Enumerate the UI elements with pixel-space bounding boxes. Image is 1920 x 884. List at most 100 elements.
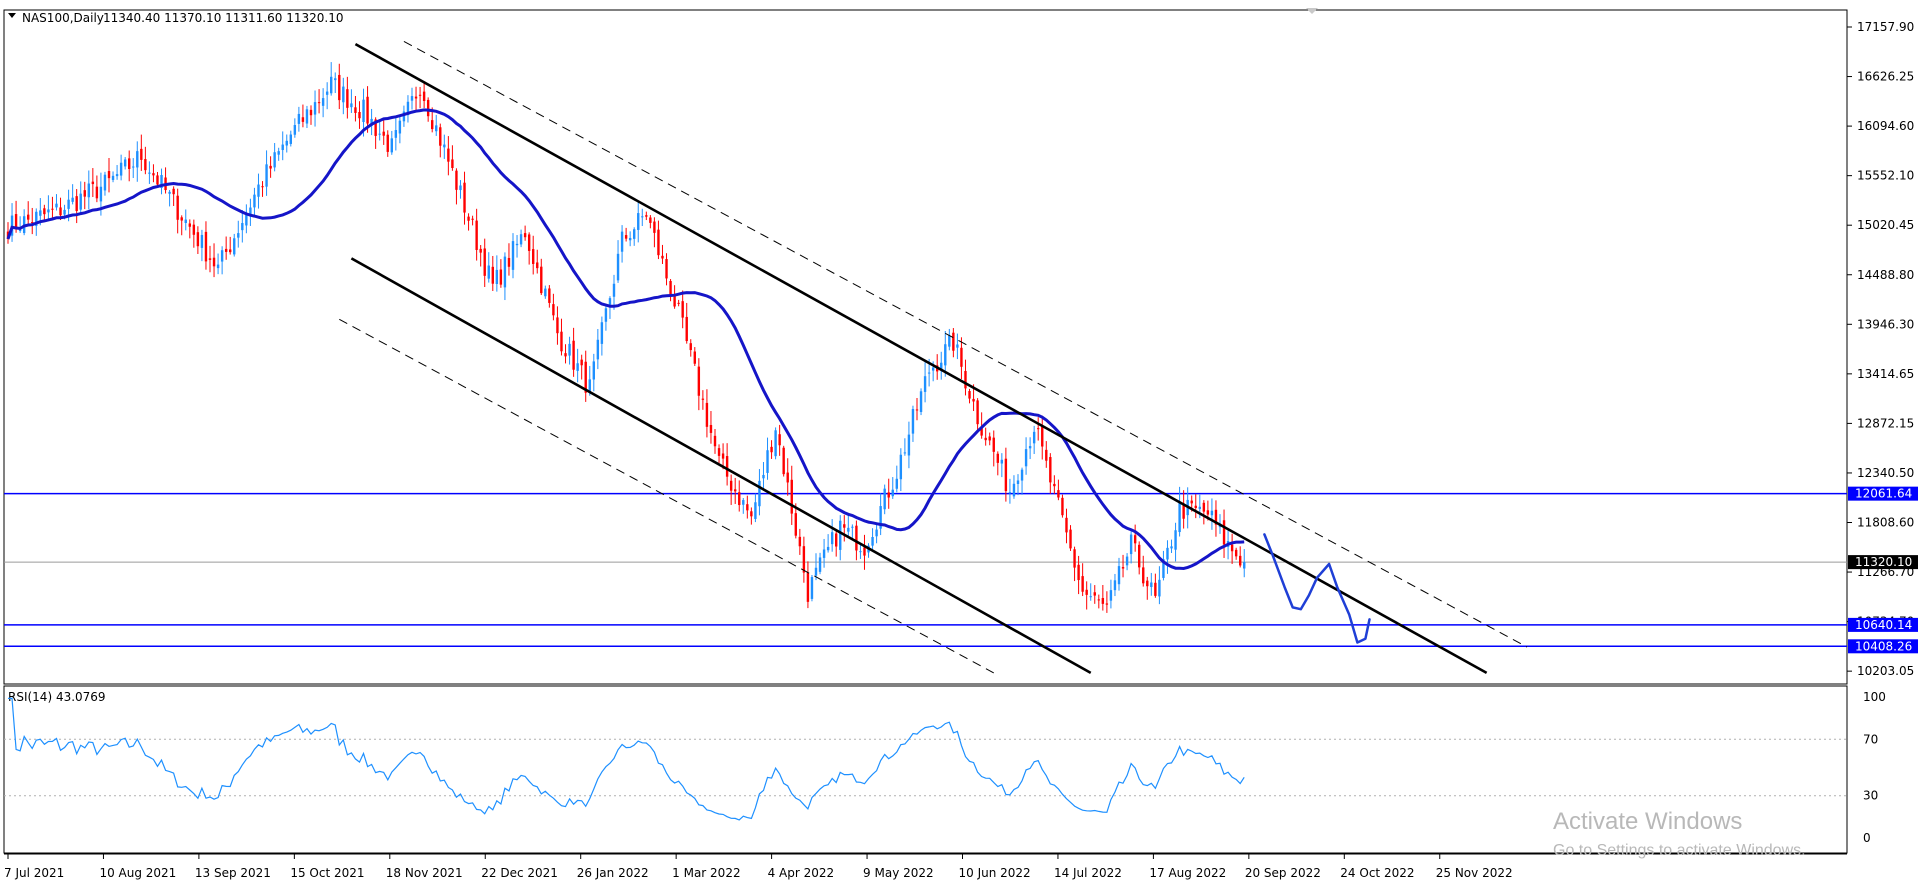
candle-body: [1065, 517, 1068, 533]
candle-body: [325, 91, 329, 95]
candle-body: [422, 91, 426, 101]
candle-body: [548, 288, 551, 303]
candle-body: [51, 208, 54, 210]
candle-body: [431, 120, 434, 130]
candle-body: [669, 280, 672, 297]
candle-body: [645, 215, 648, 217]
candle-body: [612, 283, 616, 297]
candle-body: [233, 238, 236, 255]
candle-body: [455, 170, 458, 190]
candle-body: [814, 567, 818, 576]
candle-body: [1057, 490, 1060, 498]
channel-lower-dashed-line: [339, 318, 994, 674]
candle-body: [224, 248, 228, 252]
candle-body: [257, 184, 260, 197]
date-tick-label: 9 May 2022: [863, 866, 934, 880]
price-tick-label: 13414.65: [1857, 367, 1914, 381]
candle-body: [729, 480, 733, 491]
candle-body: [398, 120, 402, 134]
rsi-panel-frame: [3, 685, 1848, 854]
candle-body: [1053, 483, 1056, 487]
candle-body: [637, 213, 640, 230]
candle-body: [1166, 547, 1169, 560]
candle-body: [342, 86, 345, 103]
candle-body: [35, 211, 38, 226]
candle-body: [1016, 480, 1020, 484]
horizontal-level-badge: [1848, 486, 1918, 501]
price-tick-label: 16094.60: [1857, 119, 1914, 133]
candle-body: [604, 308, 608, 322]
candle-body: [1206, 510, 1210, 515]
candle-body: [596, 339, 600, 360]
main-panel-frame: [3, 9, 1848, 685]
date-tick-label: 7 Jul 2021: [4, 866, 64, 880]
candle-body: [459, 185, 462, 191]
chart-header-symbol: NAS100,Daily: [22, 11, 104, 25]
activate-windows-subtitle: Go to Settings to activate Windows.: [1553, 842, 1806, 859]
rsi-line: [8, 697, 1245, 821]
candle-body: [245, 213, 248, 226]
candle-body: [960, 347, 963, 367]
candle-body: [79, 193, 82, 210]
candle-body: [911, 409, 915, 434]
candle-body: [346, 89, 349, 108]
candle-body: [362, 99, 365, 123]
channel-upper-line: [354, 43, 1488, 675]
candle-body: [188, 223, 191, 227]
candle-body: [519, 234, 523, 245]
horizontal-level-label: 10408.26: [1855, 639, 1912, 653]
candle-body: [689, 343, 692, 351]
candle-body: [633, 229, 636, 239]
candle-body: [988, 436, 991, 441]
candle-body: [681, 301, 684, 318]
candle-body: [1004, 458, 1008, 492]
candle-body: [241, 223, 244, 231]
candle-body: [1109, 590, 1113, 601]
rsi-label: RSI(14) 43.0769: [8, 690, 106, 704]
date-tick-label: 25 Nov 2022: [1436, 866, 1513, 880]
date-tick-label: 10 Jun 2022: [959, 866, 1031, 880]
candle-body: [1202, 502, 1206, 512]
date-tick-label: 14 Jul 2022: [1054, 866, 1122, 880]
candle-body: [976, 400, 979, 425]
candle-body: [657, 229, 660, 256]
candle-body: [774, 430, 777, 457]
candle-body: [1150, 582, 1153, 588]
candle-body: [27, 214, 30, 220]
candle-body: [1045, 449, 1048, 461]
candle-body: [1194, 505, 1197, 508]
candle-body: [746, 504, 749, 511]
candle-body: [964, 370, 967, 389]
candle-body: [653, 221, 656, 233]
candle-body: [119, 162, 123, 176]
candle-body: [115, 174, 119, 177]
current-price-badge: [1848, 555, 1918, 570]
candle-body: [560, 331, 563, 352]
candle-body: [229, 249, 232, 253]
candle-body: [523, 233, 527, 238]
candle-body: [1125, 556, 1129, 566]
candle-body: [394, 130, 398, 138]
candle-body: [556, 317, 559, 334]
candle-body: [887, 492, 890, 498]
candle-body: [152, 173, 155, 176]
candle-body: [693, 351, 696, 364]
candle-body: [984, 437, 987, 441]
candle-body: [810, 577, 814, 599]
price-tick-label: 12340.50: [1857, 466, 1914, 480]
candle-body: [725, 456, 729, 477]
candle-body: [697, 366, 701, 396]
candle-body: [463, 182, 466, 213]
candle-body: [620, 231, 624, 252]
candle-body: [830, 532, 834, 545]
candle-body: [43, 208, 46, 215]
candle-body: [99, 186, 103, 202]
candle-body: [899, 454, 903, 480]
candle-body: [237, 233, 240, 238]
candle-body: [1214, 509, 1218, 525]
date-tick-label: 17 Aug 2022: [1149, 866, 1226, 880]
candle-body: [184, 219, 187, 224]
date-tick-label: 20 Sep 2022: [1245, 866, 1321, 880]
candle-body: [418, 94, 422, 96]
